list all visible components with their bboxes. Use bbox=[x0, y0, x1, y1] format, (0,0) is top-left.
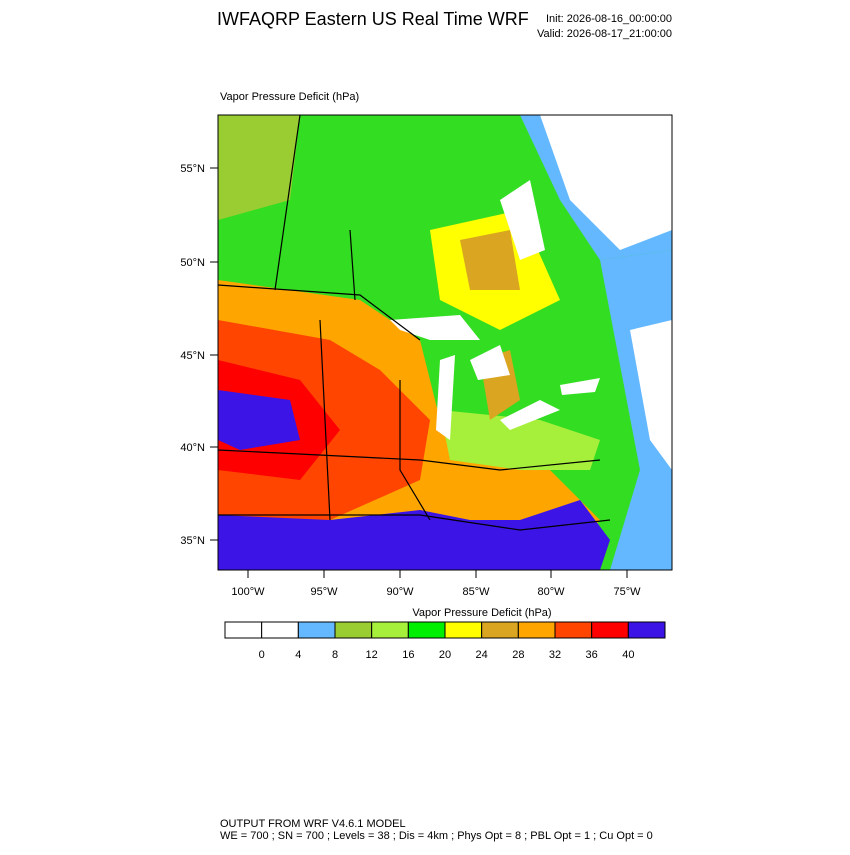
colorbar-label: 4 bbox=[295, 649, 301, 661]
colorbar-box bbox=[297, 621, 336, 639]
lon-label: 100°W bbox=[231, 586, 265, 598]
colorbar-label: 20 bbox=[439, 649, 451, 661]
colorbar-box bbox=[334, 621, 373, 639]
lat-label: 55°N bbox=[180, 163, 205, 175]
map-frame bbox=[217, 114, 673, 571]
colorbar-box bbox=[444, 621, 483, 639]
footer-line: WE = 700 ; SN = 700 ; Levels = 38 ; Dis … bbox=[220, 830, 653, 842]
colorbar-box bbox=[517, 621, 556, 639]
colorbar-label: 24 bbox=[476, 649, 488, 661]
lon-label: 80°W bbox=[537, 586, 565, 598]
lat-label: 35°N bbox=[180, 535, 205, 547]
colorbar-box bbox=[371, 621, 409, 639]
map-title: Vapor Pressure Deficit (hPa) bbox=[220, 91, 359, 103]
colorbar-box bbox=[591, 621, 629, 639]
colorbar-title: Vapor Pressure Deficit (hPa) bbox=[412, 607, 551, 619]
footer-line: OUTPUT FROM WRF V4.6.1 MODEL bbox=[220, 818, 406, 830]
init-time: Init: 2026-08-16_00:00:00 bbox=[546, 13, 672, 25]
lat-label: 50°N bbox=[180, 257, 205, 269]
colorbar-label: 16 bbox=[402, 649, 414, 661]
colorbar-label: 36 bbox=[586, 649, 598, 661]
colorbar-label: 28 bbox=[512, 649, 524, 661]
colorbar-box bbox=[261, 621, 299, 639]
map-field bbox=[218, 115, 672, 570]
lon-label: 95°W bbox=[310, 586, 338, 598]
title: IWFAQRP Eastern US Real Time WRF bbox=[217, 9, 529, 29]
colorbar-box bbox=[224, 621, 263, 639]
lat-label: 45°N bbox=[180, 350, 205, 362]
colorbar-label: 0 bbox=[259, 649, 265, 661]
colorbar-label: 8 bbox=[332, 649, 338, 661]
lon-label: 90°W bbox=[386, 586, 414, 598]
colorbar-box bbox=[554, 621, 593, 639]
lon-label: 85°W bbox=[462, 586, 490, 598]
colorbar-box bbox=[481, 621, 519, 639]
valid-time: Valid: 2026-08-17_21:00:00 bbox=[537, 28, 672, 40]
lon-label: 75°W bbox=[613, 586, 641, 598]
colorbar-label: 40 bbox=[622, 649, 634, 661]
colorbar-label: 12 bbox=[366, 649, 378, 661]
lat-label: 40°N bbox=[180, 442, 205, 454]
colorbar-box bbox=[627, 621, 666, 639]
colorbar-box bbox=[407, 621, 446, 639]
colorbar-label: 32 bbox=[549, 649, 561, 661]
